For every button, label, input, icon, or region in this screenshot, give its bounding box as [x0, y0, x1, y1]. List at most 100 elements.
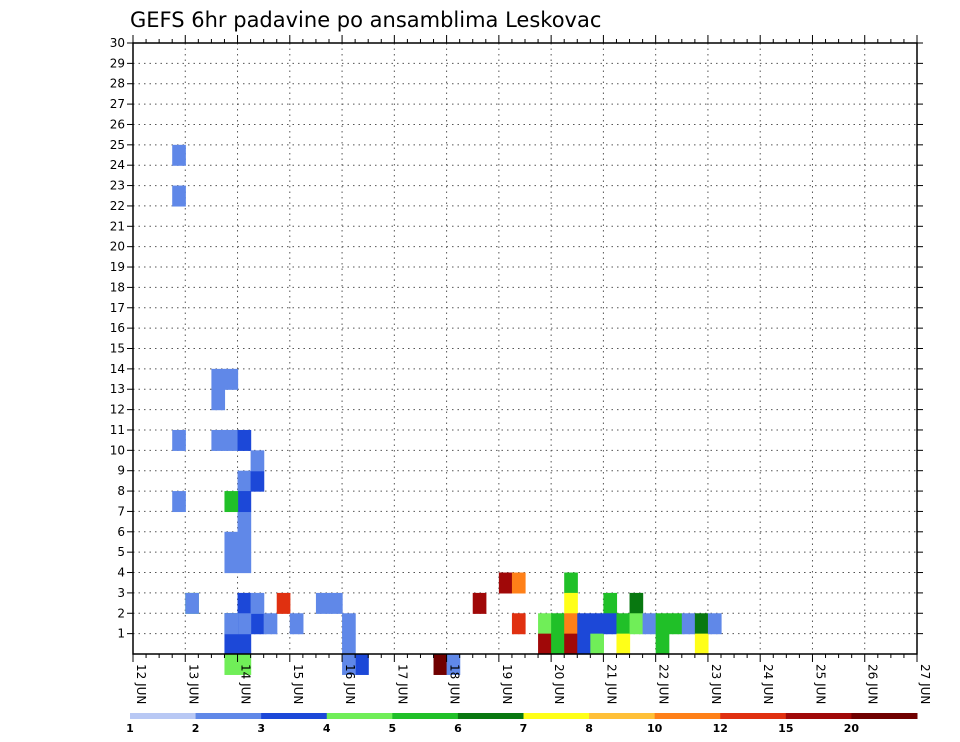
colorbar-swatch [785, 713, 852, 719]
precip-cell [681, 613, 696, 635]
x-tick-label: 20 JUN [552, 664, 566, 704]
precip-cell [342, 613, 356, 635]
precip-cell [694, 613, 709, 635]
y-tick-label: 30 [110, 36, 125, 50]
colorbar-label: 15 [778, 722, 793, 735]
precip-cell [603, 613, 618, 635]
y-tick-label: 11 [110, 423, 125, 437]
colorbar-label: 8 [585, 722, 593, 735]
colorbar-swatch [851, 713, 918, 719]
precip-cell [603, 592, 618, 614]
precip-cell [237, 592, 252, 614]
y-tick-label: 23 [110, 179, 125, 193]
precip-cell [538, 633, 552, 655]
precip-cell [224, 368, 239, 390]
precip-cell [237, 613, 252, 635]
precip-cell [237, 511, 252, 533]
precip-cell [237, 531, 252, 553]
colorbar-label: 12 [713, 722, 728, 735]
precip-cell [590, 633, 604, 655]
x-axis-ticks: 12 JUN 13 JUN 14 JUN 15 JUN 16 JUN 17 JUN 18 J… [132, 35, 932, 704]
y-tick-label: 17 [110, 301, 125, 315]
precip-cell [355, 654, 369, 675]
precip-cell [511, 613, 526, 635]
precip-cell [668, 613, 683, 635]
y-tick-label: 22 [110, 199, 125, 213]
colorbar-swatch [392, 713, 459, 719]
y-tick-label: 10 [110, 443, 125, 457]
x-tick-label: 24 JUN [761, 664, 775, 704]
y-tick-label: 13 [110, 382, 125, 396]
precip-cell [250, 470, 265, 492]
colorbar-swatch [261, 713, 328, 719]
x-tick-label: 26 JUN [866, 664, 880, 704]
precip-cell [342, 654, 356, 675]
precip-cell [172, 491, 186, 513]
precip-cell [616, 633, 631, 655]
precip-cell [551, 613, 565, 635]
colorbar-legend: 1 2 3 4 5 6 7 8 10 12 15 20 [126, 713, 918, 735]
x-tick-label: 17 JUN [395, 664, 409, 704]
colorbar-label: 3 [257, 722, 265, 735]
precip-cell [172, 429, 186, 451]
y-tick-label: 27 [110, 97, 125, 111]
precip-cell [237, 654, 252, 675]
precip-cell [655, 613, 670, 635]
x-tick-label: 21 JUN [604, 664, 618, 704]
precip-cell [511, 572, 526, 594]
precip-cell [629, 613, 644, 635]
precip-cell [224, 613, 239, 635]
precip-cell [211, 429, 226, 451]
precip-cell [263, 613, 278, 635]
colorbar-swatch [195, 713, 262, 719]
y-tick-label: 26 [110, 117, 125, 131]
y-tick-label: 29 [110, 56, 125, 70]
precip-cell [224, 552, 239, 574]
precip-cell [315, 592, 330, 614]
x-tick-label: 22 JUN [657, 664, 671, 704]
precip-cell [250, 450, 265, 472]
precip-cell [498, 572, 513, 594]
colorbar-swatch [326, 713, 393, 719]
x-tick-label: 18 JUN [448, 664, 462, 704]
y-tick-label: 6 [117, 525, 125, 539]
colorbar-label: 10 [647, 722, 663, 735]
precip-cell [289, 613, 304, 635]
x-tick-label: 27 JUN [918, 664, 932, 704]
precip-cell [224, 531, 239, 553]
y-tick-label: 24 [110, 158, 125, 172]
x-tick-label: 12 JUN [134, 664, 148, 704]
precip-cell [590, 613, 604, 635]
precip-cell [642, 613, 657, 635]
precip-cell [237, 633, 252, 655]
precip-cell [211, 368, 226, 390]
precip-cell [250, 613, 265, 635]
precip-cell [564, 592, 578, 614]
colorbar-swatch [654, 713, 721, 719]
colorbar-label: 6 [454, 722, 462, 735]
y-tick-label: 19 [110, 260, 125, 274]
colorbar-swatch [589, 713, 656, 719]
precip-cell [211, 389, 226, 411]
y-tick-label: 2 [117, 606, 125, 620]
y-tick-label: 3 [117, 586, 125, 600]
precipitation-cells [172, 144, 722, 675]
precip-cell [707, 613, 722, 635]
precip-cell [564, 613, 578, 635]
y-tick-label: 16 [110, 321, 125, 335]
y-tick-label: 4 [117, 566, 125, 580]
precip-cell [551, 633, 565, 655]
precip-cell [629, 592, 644, 614]
colorbar-label: 2 [192, 722, 200, 735]
precip-cell [342, 633, 356, 655]
precip-cell [433, 654, 448, 675]
y-tick-label: 25 [110, 138, 125, 152]
colorbar-label: 5 [389, 722, 397, 735]
precip-cell [237, 429, 252, 451]
colorbar-swatch [523, 713, 590, 719]
y-tick-label: 8 [117, 484, 125, 498]
precip-cell [616, 613, 631, 635]
precip-cell [224, 654, 239, 675]
colorbar-swatch [720, 713, 787, 719]
